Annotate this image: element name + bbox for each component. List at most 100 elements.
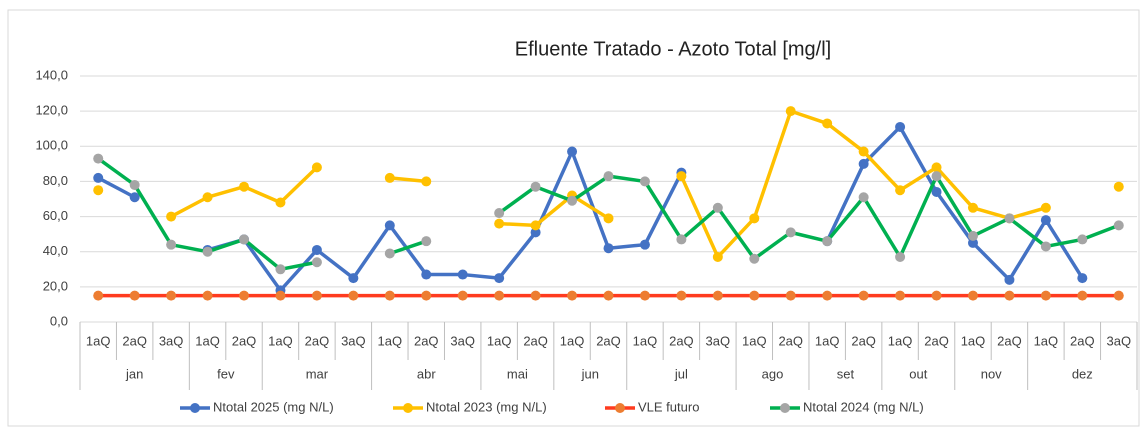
y-tick-label: 40,0 [43,243,68,258]
data-point [1004,274,1015,285]
data-point [457,290,468,301]
group-label: fev [217,366,235,381]
data-point [931,186,942,197]
data-point [202,246,213,257]
data-point [421,269,432,280]
data-point [202,192,213,203]
data-point [93,153,104,164]
data-point [603,243,614,254]
legend-label: Ntotal 2025 (mg N/L) [213,399,334,414]
data-point [676,171,687,182]
y-tick-label: 80,0 [43,173,68,188]
data-point [785,106,796,117]
data-point [567,290,578,301]
data-point [384,248,395,259]
x-tick-label: 1aQ [378,333,403,348]
x-tick-label: 2aQ [997,333,1022,348]
legend-marker [615,403,625,413]
data-point [785,290,796,301]
data-point [639,239,650,250]
x-tick-label: 1aQ [1034,333,1059,348]
data-point [166,211,177,222]
x-tick-label: 3aQ [341,333,366,348]
x-tick-label: 3aQ [1106,333,1131,348]
data-point [93,185,104,196]
data-point [275,290,286,301]
data-point [93,290,104,301]
data-point [967,237,978,248]
data-point [348,273,359,284]
group-label: set [837,366,855,381]
x-tick-label: 2aQ [122,333,147,348]
data-point [567,146,578,157]
x-tick-label: 2aQ [305,333,330,348]
data-point [129,179,140,190]
data-point [129,290,140,301]
group-label: nov [981,366,1002,381]
legend-marker [190,403,200,413]
data-point [311,257,322,268]
group-label: jul [674,366,688,381]
group-label: abr [417,366,436,381]
legend-label: Ntotal 2023 (mg N/L) [426,399,547,414]
data-point [895,251,906,262]
data-point [822,290,833,301]
data-point [858,290,869,301]
x-tick-label: 1aQ [195,333,220,348]
x-tick-label: 2aQ [1070,333,1095,348]
data-point [384,172,395,183]
data-point [530,290,541,301]
group-label: jun [581,366,599,381]
data-point [275,264,286,275]
y-tick-label: 60,0 [43,208,68,223]
data-point [239,234,250,245]
x-tick-label: 3aQ [706,333,731,348]
x-tick-label: 2aQ [851,333,876,348]
data-point [749,213,760,224]
legend-marker [403,403,413,413]
data-point [603,213,614,224]
y-tick-label: 0,0 [50,313,68,328]
data-point [202,290,213,301]
x-tick-label: 1aQ [487,333,512,348]
data-point [384,290,395,301]
data-point [1040,215,1051,226]
data-point [1040,241,1051,252]
data-point [166,290,177,301]
x-tick-label: 2aQ [414,333,439,348]
x-tick-label: 1aQ [560,333,585,348]
data-point [239,181,250,192]
data-point [1077,234,1088,245]
data-point [275,197,286,208]
data-point [858,192,869,203]
group-label: jan [125,366,143,381]
x-tick-label: 3aQ [159,333,184,348]
data-point [1040,290,1051,301]
y-tick-label: 140,0 [35,67,68,82]
data-point [603,171,614,182]
data-point [1077,273,1088,284]
x-tick-label: 2aQ [596,333,621,348]
series-line [97,176,136,199]
data-point [785,227,796,238]
group-label: mai [507,366,528,381]
data-point [822,236,833,247]
data-point [494,290,505,301]
data-point [384,220,395,231]
x-tick-label: 1aQ [815,333,840,348]
series-line [389,176,427,184]
data-point [931,162,942,173]
data-point [421,176,432,187]
data-point [749,290,760,301]
group-label: dez [1072,366,1093,381]
data-point [895,185,906,196]
legend-marker [780,403,790,413]
data-point [676,290,687,301]
data-point [1113,220,1124,231]
data-point [530,227,541,238]
data-point [1040,202,1051,213]
data-point [421,236,432,247]
x-tick-label: 2aQ [778,333,803,348]
x-tick-label: 1aQ [633,333,658,348]
data-point [494,208,505,219]
